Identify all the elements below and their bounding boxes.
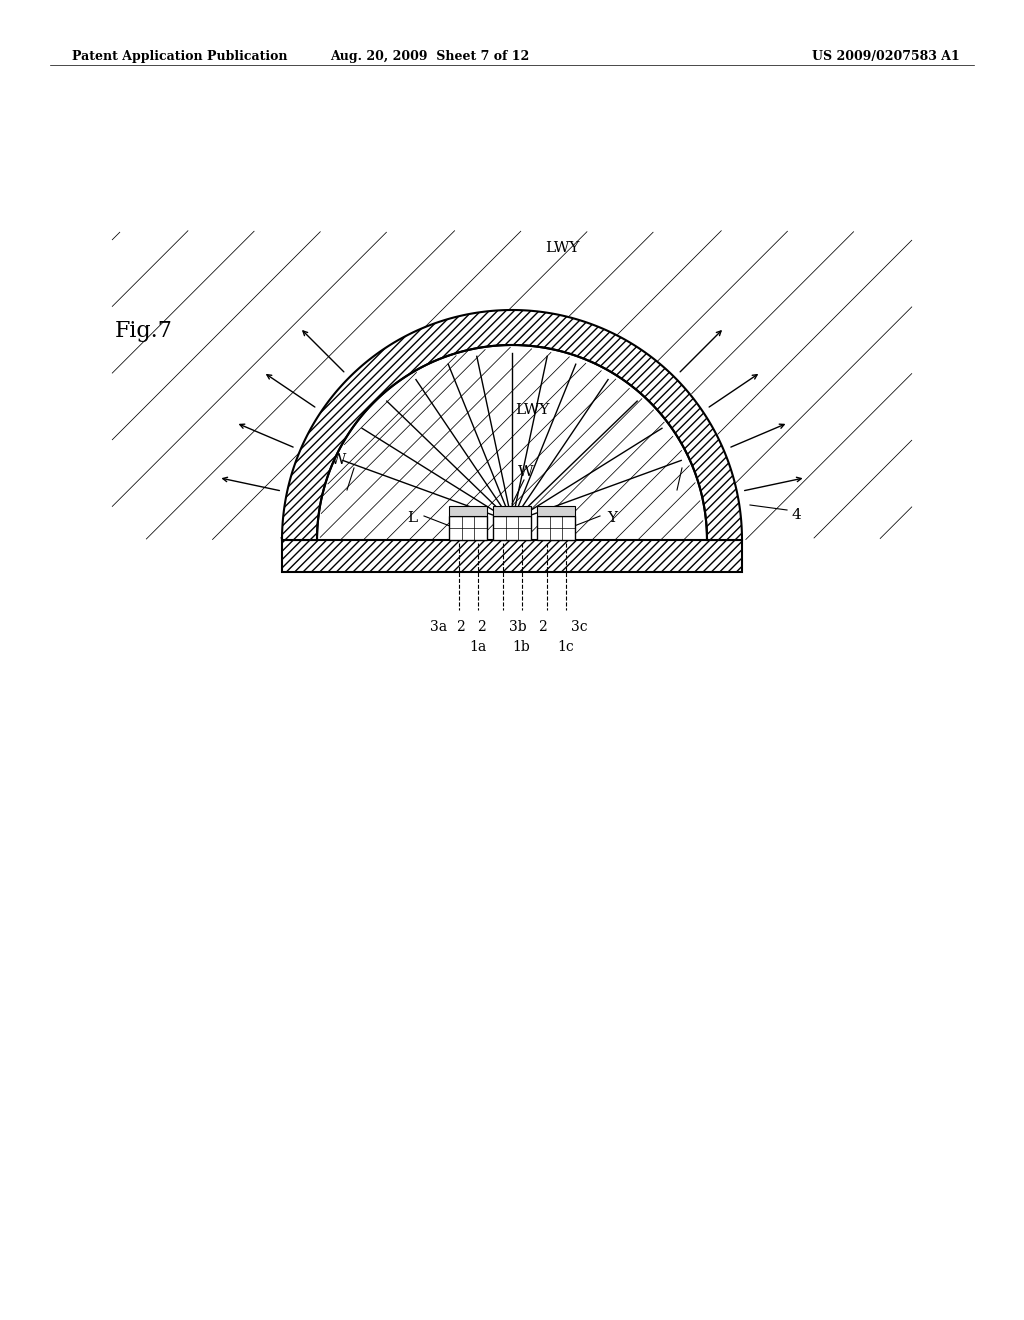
- Polygon shape: [537, 506, 575, 516]
- Polygon shape: [282, 540, 742, 572]
- Polygon shape: [493, 506, 531, 516]
- Text: Fig.7: Fig.7: [115, 319, 173, 342]
- Polygon shape: [493, 516, 531, 540]
- Text: Aug. 20, 2009  Sheet 7 of 12: Aug. 20, 2009 Sheet 7 of 12: [331, 50, 529, 63]
- Text: LWY: LWY: [515, 403, 549, 417]
- Polygon shape: [449, 506, 487, 516]
- Text: 3b: 3b: [509, 620, 526, 634]
- Text: 1a: 1a: [469, 640, 486, 653]
- Text: LW: LW: [322, 453, 346, 467]
- Text: 1b: 1b: [513, 640, 530, 653]
- Text: LWY: LWY: [545, 242, 580, 255]
- Text: 2: 2: [539, 620, 547, 634]
- Polygon shape: [449, 516, 487, 540]
- Polygon shape: [282, 310, 742, 540]
- Text: Y: Y: [607, 511, 617, 525]
- Text: US 2009/0207583 A1: US 2009/0207583 A1: [812, 50, 961, 63]
- Text: WY: WY: [689, 453, 715, 467]
- Text: 1c: 1c: [557, 640, 573, 653]
- Polygon shape: [537, 516, 575, 540]
- Text: 3a: 3a: [430, 620, 447, 634]
- Text: 2: 2: [477, 620, 485, 634]
- Text: 3c: 3c: [570, 620, 588, 634]
- Text: L: L: [407, 511, 417, 525]
- Text: 2: 2: [456, 620, 465, 634]
- Text: W: W: [518, 465, 534, 479]
- Text: 4: 4: [792, 508, 802, 521]
- Text: Patent Application Publication: Patent Application Publication: [72, 50, 288, 63]
